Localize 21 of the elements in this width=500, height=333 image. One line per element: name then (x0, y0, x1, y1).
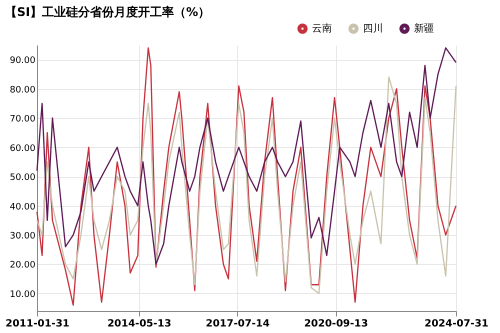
y-tick-label: 20.00 (10, 260, 36, 271)
y-tick-label: 30.00 (10, 232, 36, 242)
legend-label: 新疆 (414, 22, 434, 35)
y-tick-label: 80.00 (10, 85, 36, 96)
chart-title: 【SI】工业硅分省份月度开工率（%） (5, 5, 210, 19)
y-tick-label: 10.00 (10, 290, 36, 300)
x-tick-label: 2024-07-31 (424, 318, 489, 330)
y-tick-label: 50.00 (10, 173, 36, 184)
line-series (36, 47, 457, 306)
y-tick-label: 70.00 (10, 114, 36, 125)
x-tick-label: 2020-09-13 (304, 318, 368, 330)
y-tick-label: 60.00 (10, 144, 36, 154)
x-tick-label: 2011-01-31 (6, 318, 70, 330)
x-tick-label: 2014-05-13 (107, 318, 172, 330)
line-series (36, 76, 457, 294)
y-tick-label: 90.00 (10, 56, 36, 66)
legend-label: 云南 (312, 22, 332, 35)
x-tick-label: 2017-07-14 (206, 318, 270, 330)
legend-label: 四川 (363, 22, 383, 35)
y-tick-label: 40.00 (10, 202, 36, 212)
line-series (36, 47, 457, 265)
